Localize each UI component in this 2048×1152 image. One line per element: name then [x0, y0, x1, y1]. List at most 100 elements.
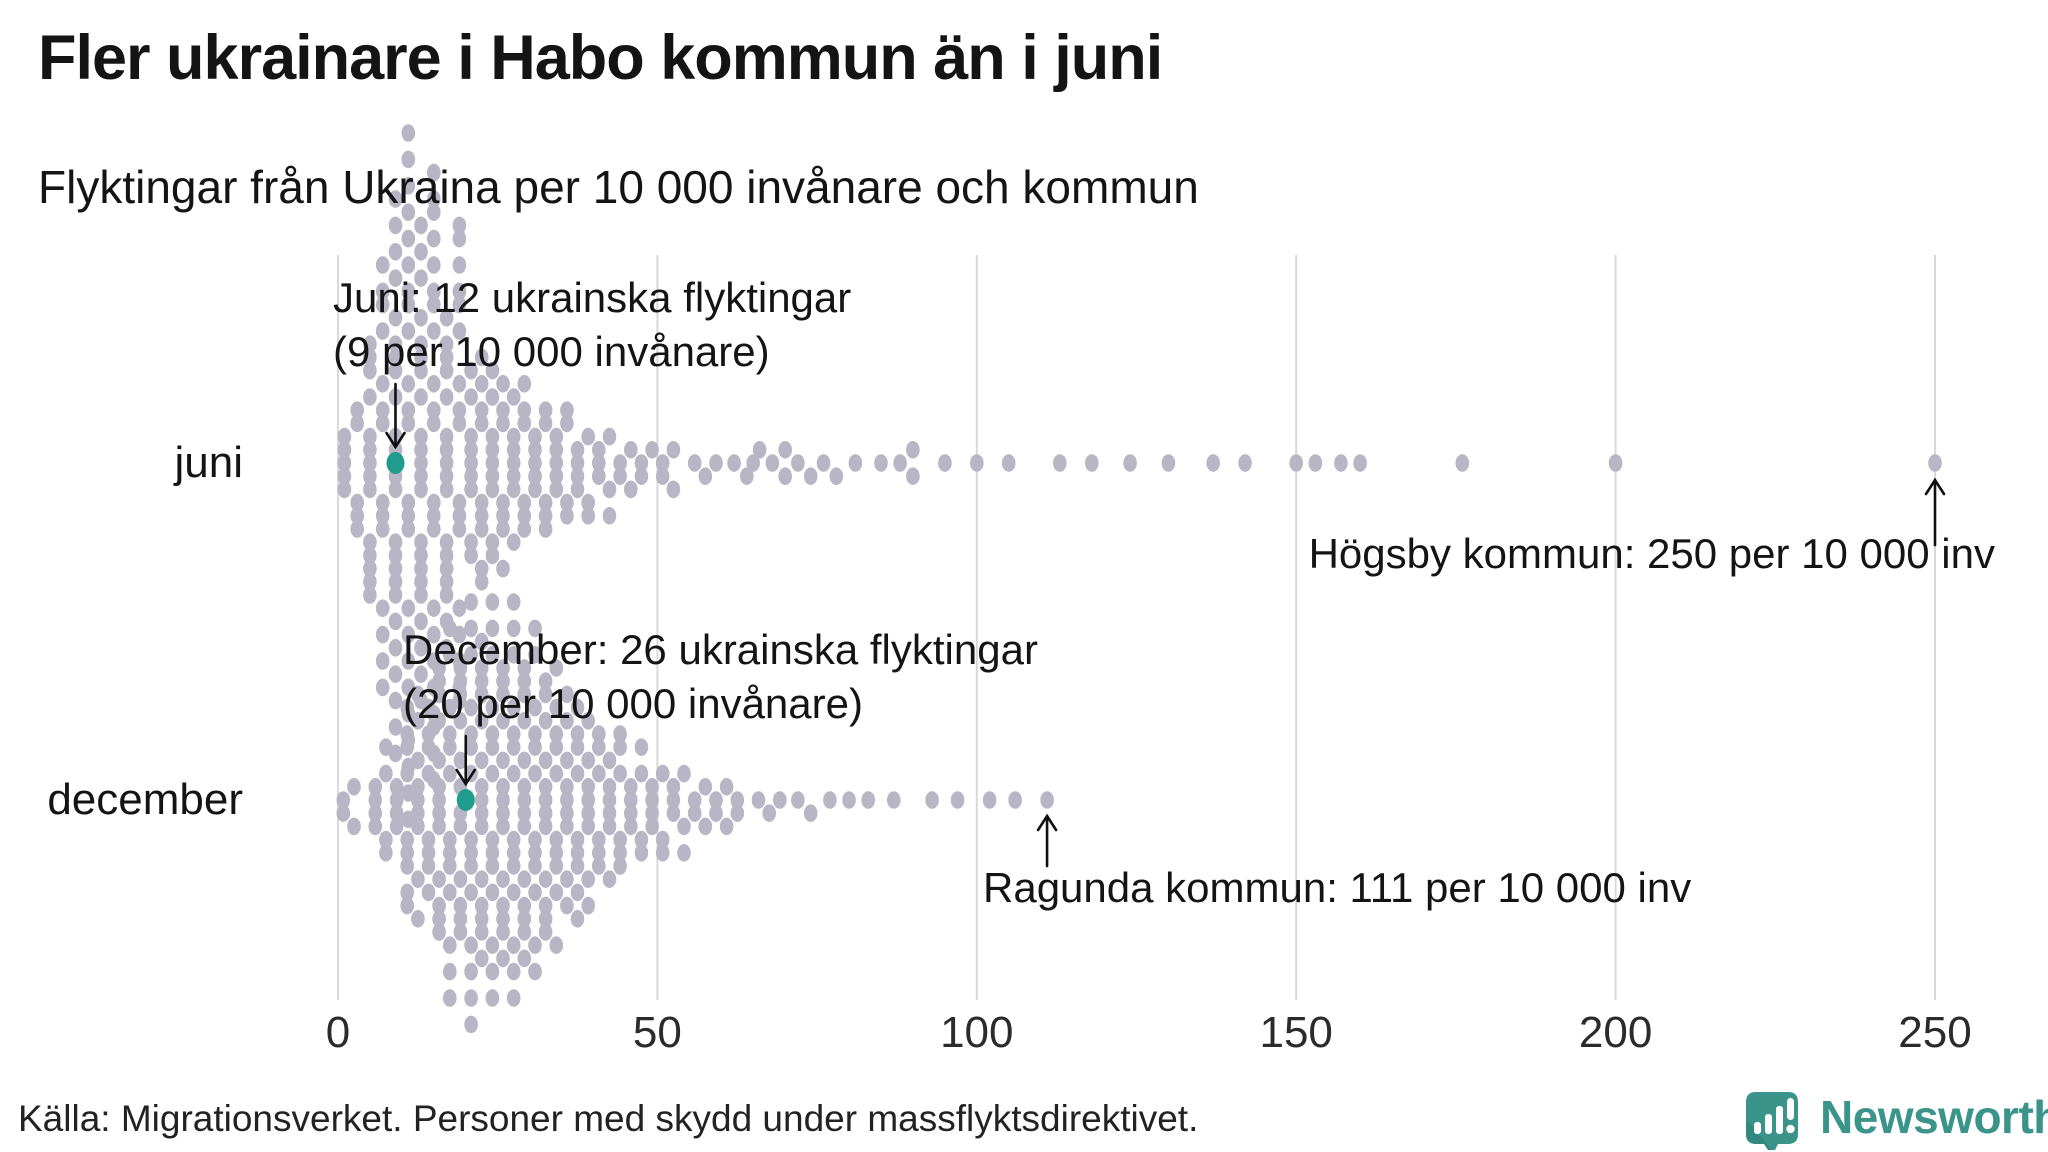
municipality-dot — [528, 454, 542, 472]
municipality-dot — [485, 454, 500, 472]
municipality-dot — [655, 830, 670, 849]
municipality-dot — [388, 309, 403, 327]
municipality-dot — [388, 243, 403, 261]
municipality-dot — [528, 467, 542, 486]
municipality-dot — [906, 467, 920, 486]
municipality-dot — [439, 309, 454, 327]
municipality-dot — [506, 427, 521, 446]
municipality-dot — [375, 375, 390, 393]
municipality-dot — [778, 467, 792, 486]
municipality-dot — [613, 764, 627, 783]
municipality-dot — [453, 659, 468, 677]
municipality-dot — [439, 335, 454, 354]
municipality-dot — [730, 804, 745, 822]
municipality-dot — [432, 672, 446, 690]
municipality-dot — [592, 830, 606, 849]
municipality-dot — [414, 243, 428, 261]
municipality-dot — [709, 804, 723, 822]
municipality-dot — [337, 480, 352, 499]
municipality-dot — [464, 619, 478, 638]
municipality-dot — [453, 751, 468, 770]
municipality-dot — [506, 738, 521, 756]
municipality-dot — [765, 454, 780, 472]
annotation-habo-december-line2: (20 per 10 000 invånare) — [403, 680, 863, 727]
municipality-dot — [368, 791, 383, 809]
annotation-habo-juni-line1: Juni: 12 ukrainska flyktingar — [333, 274, 852, 321]
municipality-dot — [368, 804, 383, 822]
municipality-dot — [560, 414, 574, 433]
municipality-dot — [496, 672, 510, 690]
municipality-dot — [337, 427, 352, 446]
municipality-dot — [570, 830, 585, 849]
municipality-dot — [823, 791, 837, 809]
municipality-dot — [427, 282, 441, 301]
municipality-dot — [560, 685, 574, 704]
municipality-dot — [350, 401, 365, 420]
municipality-dot — [427, 190, 441, 208]
municipality-dot — [336, 791, 351, 809]
municipality-dot — [474, 804, 489, 822]
municipality-dot — [432, 804, 446, 822]
municipality-dot — [439, 348, 454, 367]
municipality-dot — [538, 910, 553, 928]
municipality-dot — [427, 401, 441, 420]
municipality-dot — [549, 427, 564, 446]
municipality-dot — [485, 467, 500, 486]
municipality-dot — [452, 229, 467, 248]
municipality-dot — [528, 698, 542, 717]
municipality-dot — [432, 870, 446, 888]
municipality-dot — [363, 559, 377, 578]
municipality-dot — [861, 791, 875, 809]
municipality-dot — [464, 725, 478, 743]
municipality-dot — [363, 573, 377, 591]
municipality-dot — [848, 454, 863, 472]
municipality-dot — [496, 659, 510, 677]
municipality-dot — [1040, 791, 1054, 809]
municipality-dot — [401, 520, 416, 538]
municipality-dot — [549, 725, 564, 743]
municipality-dot — [452, 216, 467, 235]
municipality-dot — [414, 269, 428, 288]
annotation-habo-juni-line2: (9 per 10 000 invånare) — [333, 328, 770, 375]
municipality-dot — [803, 804, 818, 822]
municipality-dot — [485, 698, 500, 717]
municipality-dot — [506, 989, 521, 1007]
municipality-dot — [538, 751, 553, 770]
municipality-dot — [485, 725, 500, 743]
municipality-dot — [432, 923, 446, 941]
municipality-dot — [452, 295, 467, 314]
municipality-dot — [602, 817, 617, 836]
municipality-dot — [379, 844, 393, 862]
municipality-dot — [474, 949, 489, 968]
municipality-dot — [375, 414, 390, 433]
municipality-dot — [506, 936, 521, 954]
municipality-dot — [474, 791, 489, 809]
municipality-dot — [560, 751, 574, 770]
municipality-dot — [375, 652, 390, 670]
municipality-dot — [485, 388, 500, 406]
municipality-dot — [538, 817, 553, 836]
municipality-dot — [528, 857, 542, 875]
municipality-dot — [560, 712, 574, 730]
municipality-dot — [464, 361, 478, 380]
municipality-dot — [388, 718, 403, 736]
municipality-dot — [538, 493, 553, 512]
municipality-dot — [592, 764, 606, 783]
municipality-dot — [414, 309, 428, 327]
municipality-dot — [740, 467, 754, 486]
municipality-dot — [506, 857, 521, 875]
municipality-dot — [443, 844, 457, 862]
municipality-dot — [443, 936, 457, 954]
municipality-dot — [439, 427, 454, 446]
municipality-dot — [414, 216, 428, 235]
municipality-dot — [400, 883, 415, 902]
municipality-dot — [427, 507, 441, 525]
municipality-dot — [452, 507, 467, 525]
municipality-dot — [570, 764, 585, 783]
municipality-dot — [375, 282, 390, 301]
municipality-dot — [388, 190, 403, 208]
municipality-dot — [560, 778, 574, 796]
municipality-dot — [581, 712, 595, 730]
municipality-dot — [401, 625, 416, 644]
